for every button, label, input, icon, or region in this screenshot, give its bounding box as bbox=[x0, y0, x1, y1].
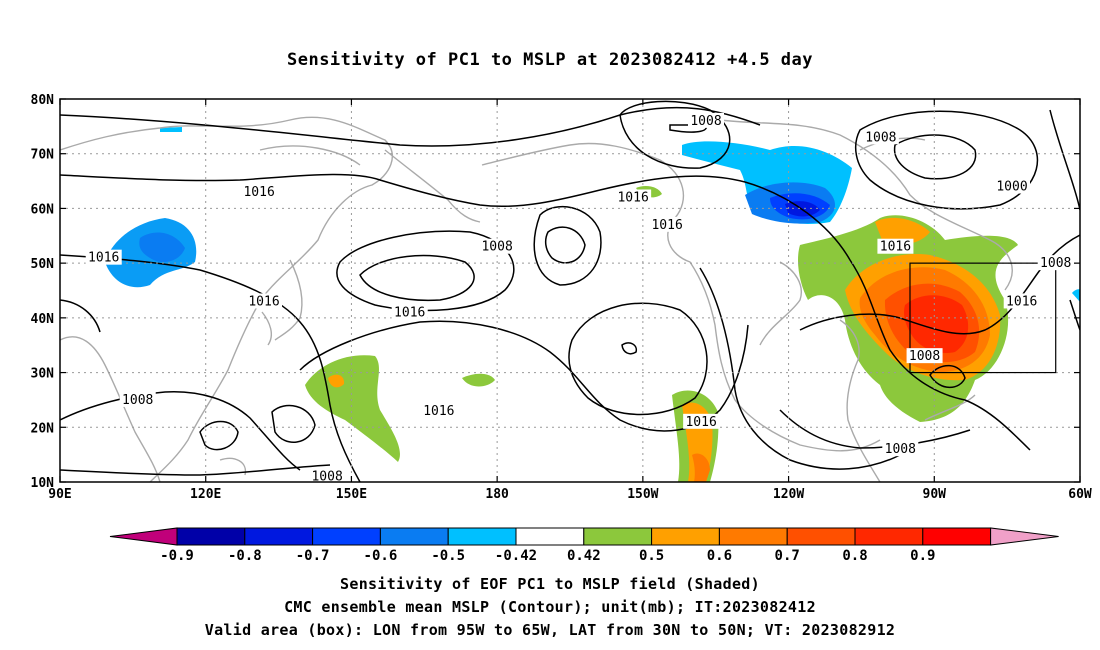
footer-line-1: Sensitivity of EOF PC1 to MSLP field (Sh… bbox=[340, 575, 760, 593]
contour-label-bg bbox=[649, 216, 686, 232]
colorbar-label: 0.9 bbox=[910, 548, 935, 564]
colorbar: -0.9 -0.8 -0.7 -0.6 -0.5 -0.42 0.42 0.5 0.6 0.7 0.… bbox=[109, 527, 1059, 564]
colorbar-box bbox=[922, 527, 992, 546]
contour-label-bg bbox=[906, 348, 943, 364]
colorbar-label: -0.6 bbox=[364, 548, 398, 564]
contour-label: 1000 bbox=[996, 180, 1027, 195]
contour-label: 1008 bbox=[481, 240, 512, 255]
contour-label-bg bbox=[479, 238, 516, 254]
lat-tick-label: 30N bbox=[31, 367, 55, 382]
lon-tick-label: 120E bbox=[190, 487, 221, 502]
contour-label-bg bbox=[683, 413, 720, 429]
contour-label-bg bbox=[246, 293, 282, 309]
contour-label: 1008 bbox=[885, 442, 916, 457]
contour-label: 1016 bbox=[243, 185, 274, 200]
contour-label-bg bbox=[309, 468, 346, 484]
colorbar-label: -0.5 bbox=[431, 548, 465, 564]
contour-label: 1016 bbox=[423, 404, 454, 419]
colorbar-label: 0.5 bbox=[639, 548, 664, 564]
contour-label: 1008 bbox=[1040, 256, 1071, 271]
colorbar-label: -0.9 bbox=[160, 548, 194, 564]
colorbar-box bbox=[583, 527, 653, 546]
contour-label-bg bbox=[1037, 255, 1074, 271]
colorbar-over-triangle bbox=[990, 527, 1059, 546]
contour-label: 1008 bbox=[311, 470, 342, 485]
contour-label: 1008 bbox=[690, 114, 721, 129]
contour-label: 1016 bbox=[248, 294, 279, 309]
colorbar-box bbox=[651, 527, 720, 546]
contour-label: 1016 bbox=[685, 415, 716, 430]
contour-label: 1016 bbox=[880, 240, 911, 255]
colorbar-box bbox=[176, 527, 246, 546]
map-frame bbox=[59, 98, 1081, 483]
contour-label: 1008 bbox=[909, 349, 940, 364]
lon-tick-label: 180 bbox=[485, 487, 509, 502]
colorbar-box bbox=[786, 527, 856, 546]
colorbar-label: 0.8 bbox=[842, 548, 867, 564]
lat-tick-label: 60N bbox=[31, 202, 55, 217]
footer-line-2: CMC ensemble mean MSLP (Contour); unit(m… bbox=[284, 598, 816, 616]
colorbar-box bbox=[718, 527, 788, 546]
contour-label-bg bbox=[1003, 293, 1040, 309]
contour-label-bg bbox=[877, 238, 914, 254]
contour-label: 1016 bbox=[651, 218, 682, 233]
lat-tick-label: 20N bbox=[31, 421, 55, 436]
contour-label-bg bbox=[391, 304, 428, 320]
colorbar-label: -0.8 bbox=[228, 548, 262, 564]
contour-label: 1008 bbox=[122, 393, 153, 408]
contour-label-bg bbox=[420, 402, 457, 418]
map-title: Sensitivity of PC1 to MSLP at 2023082412… bbox=[286, 50, 813, 70]
contour-label-bg bbox=[85, 249, 122, 265]
contour-label: 1016 bbox=[617, 190, 648, 205]
contour-label-bg bbox=[119, 391, 156, 407]
contour-label: 1016 bbox=[1006, 294, 1037, 309]
contour-label: 1016 bbox=[394, 305, 425, 320]
lat-tick-label: 40N bbox=[31, 312, 55, 327]
axis-ticks: 90E 120E 150E 180 150W 120W 90W 60W 10N 20N 30N 40N… bbox=[31, 93, 1092, 502]
lat-tick-label: 70N bbox=[31, 148, 55, 163]
colorbar-box bbox=[244, 527, 314, 546]
sensitivity-shading bbox=[105, 127, 1080, 482]
colorbar-label: 0.6 bbox=[707, 548, 732, 564]
contour-label-bg bbox=[241, 184, 278, 200]
lon-tick-label: 150W bbox=[627, 487, 658, 502]
colorbar-under-triangle bbox=[109, 527, 178, 546]
footer-line-3: Valid area (box): LON from 95W to 65W, L… bbox=[204, 621, 896, 639]
lat-tick-label: 50N bbox=[31, 257, 55, 272]
lon-tick-label: 90E bbox=[48, 487, 71, 502]
valid-area-box bbox=[909, 262, 1057, 374]
lat-tick-label: 10N bbox=[31, 476, 55, 491]
lon-tick-label: 60W bbox=[1068, 487, 1092, 502]
colorbar-box bbox=[379, 527, 449, 546]
contour-label: 1016 bbox=[88, 251, 119, 266]
lon-tick-label: 150E bbox=[336, 487, 367, 502]
gridlines bbox=[60, 99, 1080, 482]
colorbar-box bbox=[447, 527, 517, 546]
colorbar-box bbox=[854, 527, 924, 546]
colorbar-label: -0.7 bbox=[296, 548, 330, 564]
contour-label-bg bbox=[882, 441, 919, 457]
lat-tick-label: 80N bbox=[31, 93, 55, 108]
colorbar-label: 0.42 bbox=[567, 548, 601, 564]
lon-tick-label: 120W bbox=[773, 487, 804, 502]
lon-tick-label: 90W bbox=[923, 487, 947, 502]
colorbar-label: 0.7 bbox=[775, 548, 800, 564]
colorbar-box bbox=[515, 527, 585, 546]
contour-label-bg bbox=[615, 189, 652, 205]
contour-label-bg bbox=[688, 112, 724, 128]
colorbar-label: -0.42 bbox=[495, 548, 537, 564]
contour-label-bg bbox=[862, 129, 899, 145]
contour-label: 1008 bbox=[865, 130, 896, 145]
colorbar-box bbox=[312, 527, 381, 546]
contour-label-bg bbox=[994, 178, 1030, 194]
